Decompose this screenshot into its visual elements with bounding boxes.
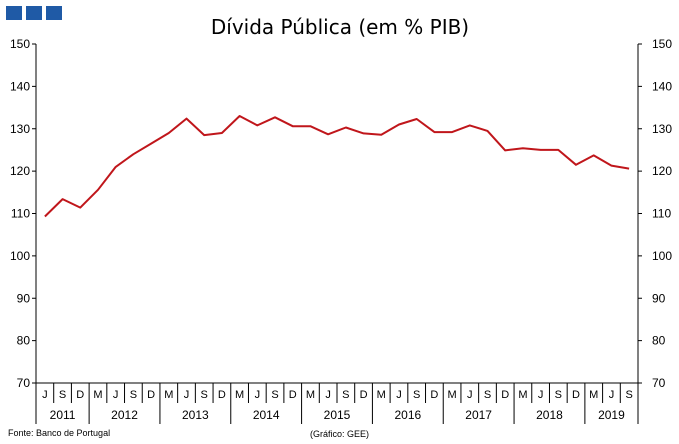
y-axis-left-ticks: 70 80 90 100 110 120 130 140 150	[10, 37, 36, 390]
x-month-label: S	[130, 389, 137, 401]
x-month-label: D	[572, 389, 580, 401]
x-month-label: M	[377, 389, 386, 401]
y-tick-label-left: 130	[10, 122, 30, 136]
y-tick-label-right: 80	[652, 334, 666, 348]
y-tick-label-right: 120	[652, 164, 672, 178]
y-tick-label-left: 70	[17, 376, 31, 390]
x-month-label: D	[289, 389, 297, 401]
x-month-label: M	[235, 389, 244, 401]
credit-note: (Gráfico: GEE)	[310, 429, 369, 439]
x-month-label: J	[538, 389, 544, 401]
x-month-label: J	[113, 389, 119, 401]
y-tick-label-right: 100	[652, 249, 672, 263]
logo-square	[46, 6, 62, 20]
y-tick-label-left: 90	[17, 291, 31, 305]
y-tick-label-right: 90	[652, 291, 666, 305]
y-tick-label-left: 110	[11, 207, 30, 221]
source-note: Fonte: Banco de Portugal	[8, 428, 110, 438]
x-month-label: J	[42, 389, 48, 401]
x-month-label: S	[59, 389, 66, 401]
x-month-label: M	[448, 389, 457, 401]
y-tick-label-right: 140	[652, 79, 672, 93]
y-tick-label-left: 80	[17, 334, 31, 348]
x-month-label: J	[467, 389, 473, 401]
x-month-label: D	[501, 389, 509, 401]
y-tick-label-right: 130	[652, 122, 672, 136]
logo-icon	[6, 6, 62, 20]
x-year-label: 2015	[324, 408, 351, 422]
x-month-label: M	[589, 389, 598, 401]
y-tick-label-left: 120	[10, 164, 30, 178]
x-month-label: D	[360, 389, 368, 401]
x-year-label: 2016	[394, 408, 421, 422]
series-line	[44, 115, 630, 218]
x-year-label: 2014	[253, 408, 280, 422]
axes	[35, 44, 639, 384]
y-tick-label-right: 110	[652, 207, 671, 221]
x-month-label: M	[164, 389, 173, 401]
x-year-label: 2018	[536, 408, 563, 422]
y-tick-label-left: 150	[10, 37, 30, 51]
x-month-label: J	[255, 389, 261, 401]
x-month-label: S	[201, 389, 208, 401]
x-month-label: S	[342, 389, 349, 401]
x-month-label: S	[271, 389, 278, 401]
x-month-label: S	[413, 389, 420, 401]
x-month-label: D	[147, 389, 155, 401]
x-month-label: M	[518, 389, 527, 401]
y-tick-label-right: 150	[652, 37, 672, 51]
x-month-label: J	[396, 389, 402, 401]
x-month-label: M	[93, 389, 102, 401]
x-year-label: 2017	[465, 408, 492, 422]
x-year-label: 2012	[111, 408, 138, 422]
x-month-label: S	[555, 389, 562, 401]
x-month-label: D	[430, 389, 438, 401]
x-month-label: J	[184, 389, 190, 401]
x-month-label: M	[306, 389, 315, 401]
x-year-label: 2013	[182, 408, 209, 422]
x-month-label: D	[218, 389, 226, 401]
y-tick-label-left: 140	[10, 79, 30, 93]
logo-square	[26, 6, 42, 20]
x-month-label: S	[625, 389, 632, 401]
x-month-label: J	[325, 389, 331, 401]
logo-square	[6, 6, 22, 20]
x-month-label: J	[609, 389, 615, 401]
y-tick-label-right: 70	[652, 376, 666, 390]
x-month-label: S	[484, 389, 491, 401]
x-year-label: 2019	[598, 408, 625, 422]
chart-title: Dívida Pública (em % PIB)	[211, 15, 469, 39]
x-year-label: 2011	[50, 408, 76, 422]
y-axis-right-ticks: 70 80 90 100 110 120 130 140 150	[638, 37, 672, 390]
x-month-label: D	[76, 389, 84, 401]
y-tick-label-left: 100	[10, 249, 30, 263]
